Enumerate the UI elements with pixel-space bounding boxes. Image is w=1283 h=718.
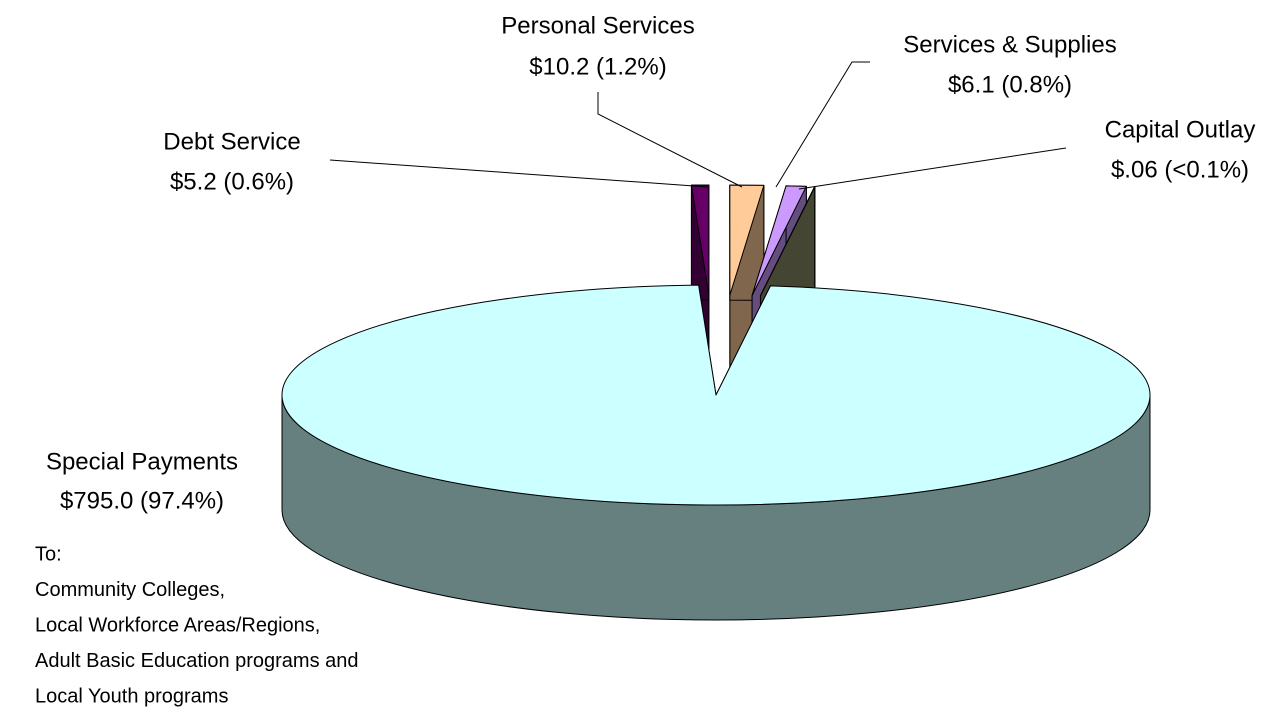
slice-label: Capital Outlay bbox=[1105, 116, 1256, 143]
value-label: $10.2 (1.2%) bbox=[529, 53, 666, 80]
leader-line bbox=[329, 159, 709, 188]
annotation: Community Colleges, bbox=[35, 579, 225, 601]
value-label: $.06 (<0.1%) bbox=[1111, 156, 1249, 183]
value-label: $6.1 (0.8%) bbox=[948, 71, 1072, 98]
leader-line bbox=[597, 92, 743, 188]
annotation: Adult Basic Education programs and bbox=[35, 650, 359, 672]
leader-line bbox=[775, 61, 870, 188]
annotation: Local Youth programs bbox=[35, 685, 228, 707]
slice-face bbox=[751, 185, 807, 297]
slice-label: Special Payments bbox=[46, 448, 238, 475]
slice-label: Services & Supplies bbox=[903, 31, 1116, 58]
annotation: Local Workforce Areas/Regions, bbox=[35, 614, 320, 636]
slice-face bbox=[729, 184, 765, 296]
annotation: To: bbox=[35, 543, 62, 565]
slice-label: Debt Service bbox=[163, 128, 300, 155]
slice-face bbox=[281, 284, 1151, 506]
value-label: $5.2 (0.6%) bbox=[170, 168, 294, 195]
leader-line bbox=[798, 147, 1067, 190]
slice bbox=[281, 284, 1151, 621]
value-label: $795.0 (97.4%) bbox=[60, 487, 224, 514]
slice-face bbox=[690, 184, 710, 296]
slice-label: Personal Services bbox=[501, 12, 694, 39]
